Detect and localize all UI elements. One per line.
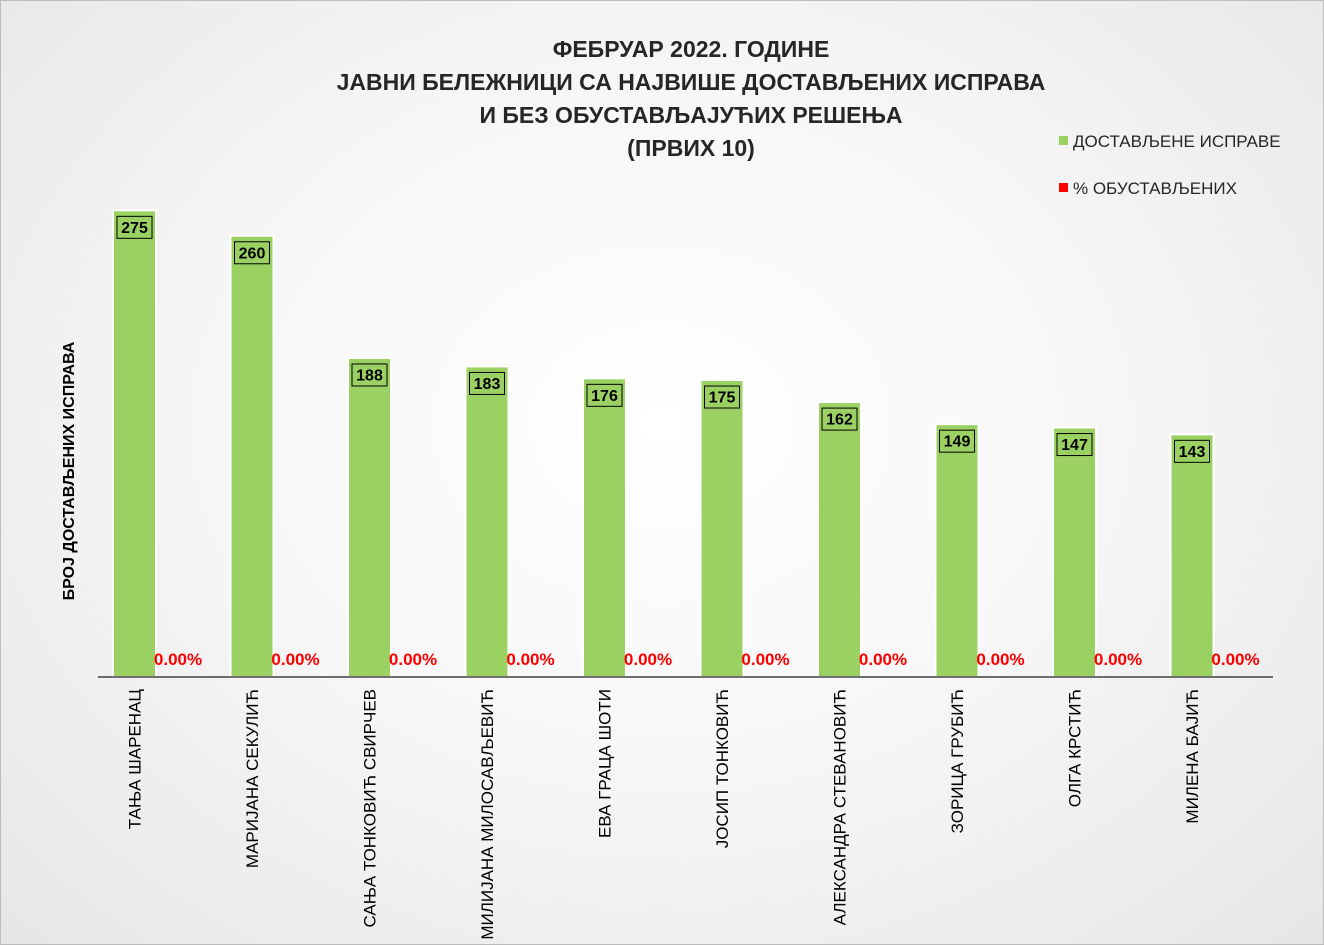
legend-swatch-delivered xyxy=(1059,136,1068,145)
data-label-box-6 xyxy=(704,385,740,409)
x-tick-label-2: МАРИЈАНА СЕКУЛИЋ xyxy=(243,689,262,868)
data-label-suspended-5: 0.00% xyxy=(624,650,672,669)
x-tick-label-8: ЗОРИЦА ГРУБИЋ xyxy=(948,689,967,833)
bar-delivered-6 xyxy=(699,379,745,678)
x-tick-label-9: ОЛГА КРСТИЋ xyxy=(1066,689,1085,807)
x-tick-label-3: САЊА ТОНКОВИЋ СВИРЧЕВ xyxy=(361,689,380,928)
data-label-delivered-8: 149 xyxy=(944,434,971,451)
data-label-suspended-7: 0.00% xyxy=(859,650,907,669)
data-label-delivered-7: 162 xyxy=(826,412,853,429)
bar-delivered-3 xyxy=(347,356,392,678)
data-label-box-4 xyxy=(469,371,505,395)
data-label-suspended-6: 0.00% xyxy=(741,650,789,669)
x-tick-label-7: АЛЕКСАНДРА СТЕВАНОВИЋ xyxy=(831,689,850,925)
x-tick-label-1: ТАЊА ШАРЕНАЦ xyxy=(126,689,145,830)
bar-delivered-7 xyxy=(817,401,862,678)
data-label-suspended-9: 0.00% xyxy=(1094,650,1142,669)
data-label-suspended-2: 0.00% xyxy=(271,650,319,669)
bar-delivered-4 xyxy=(464,365,510,678)
x-tick-label-5: ЕВА ГРАЦА ШОТИ xyxy=(596,689,615,838)
chart-title-line-1: ФЕБРУАР 2022. ГОДИНЕ xyxy=(553,36,830,62)
bars-group: 275 0.00% 260 0.00% 188 0.00% 183 0.00% 176 0.00%… xyxy=(112,209,1260,679)
data-label-box-10 xyxy=(1174,439,1210,463)
data-label-suspended-1: 0.00% xyxy=(154,650,202,669)
data-label-delivered-1: 275 xyxy=(121,220,148,237)
data-label-suspended-3: 0.00% xyxy=(389,650,437,669)
bar-delivered-1 xyxy=(112,209,157,678)
chart-title-line-4: (ПРВИХ 10) xyxy=(627,135,755,161)
bar-delivered-2 xyxy=(229,234,275,678)
category-labels: ТАЊА ШАРЕНАЦ МАРИЈАНА СЕКУЛИЋ САЊА ТОНКОВИ… xyxy=(126,689,1203,940)
legend-label-suspended: % ОБУСТАВЉЕНИХ xyxy=(1073,179,1237,198)
data-label-suspended-10: 0.00% xyxy=(1211,650,1259,669)
x-tick-label-4: МИЛИЈАНА МИЛОСАВЉЕВИЋ xyxy=(478,689,497,940)
y-axis-title: БРОЈ ДОСТАВЉЕНИХ ИСПРАВА xyxy=(61,341,78,600)
legend-label-delivered: ДОСТАВЉЕНЕ ИСПРАВЕ xyxy=(1073,132,1281,151)
data-label-delivered-3: 188 xyxy=(356,367,383,384)
data-label-box-5 xyxy=(586,383,623,407)
chart-title-line-3: И БЕЗ ОБУСТАВЉАЈУЋИХ РЕШЕЊА xyxy=(479,102,902,128)
bar-delivered-10 xyxy=(1169,433,1215,679)
data-label-box-7 xyxy=(821,407,858,431)
chart-title: ФЕБРУАР 2022. ГОДИНЕ ЈАВНИ БЕЛЕЖНИЦИ СА … xyxy=(337,36,1046,161)
chart-title-line-2: ЈАВНИ БЕЛЕЖНИЦИ СА НАЈВИШЕ ДОСТАВЉЕНИХ И… xyxy=(337,69,1046,95)
data-label-box-3 xyxy=(351,363,388,387)
bar-delivered-5 xyxy=(582,377,627,678)
chart-legend: ДОСТАВЉЕНЕ ИСПРАВЕ % ОБУСТАВЉЕНИХ xyxy=(1059,132,1281,198)
x-tick-label-6: ЈОСИП ТОНКОВИЋ xyxy=(713,689,732,848)
data-label-box-9 xyxy=(1056,433,1093,457)
data-label-delivered-5: 176 xyxy=(591,388,618,405)
data-label-delivered-6: 175 xyxy=(709,390,736,407)
x-tick-label-10: МИЛЕНА БАЈИЋ xyxy=(1183,689,1202,824)
data-label-suspended-4: 0.00% xyxy=(506,650,554,669)
data-label-box-1 xyxy=(116,215,153,239)
legend-swatch-suspended xyxy=(1059,183,1068,192)
bar-delivered-9 xyxy=(1052,426,1097,678)
data-label-delivered-9: 147 xyxy=(1061,437,1088,454)
data-label-suspended-8: 0.00% xyxy=(976,650,1024,669)
data-label-delivered-2: 260 xyxy=(239,245,266,262)
data-label-box-2 xyxy=(234,241,270,265)
data-label-delivered-10: 143 xyxy=(1179,444,1206,461)
data-label-delivered-4: 183 xyxy=(474,376,501,393)
bar-delivered-8 xyxy=(934,423,980,678)
data-label-box-8 xyxy=(939,429,975,453)
